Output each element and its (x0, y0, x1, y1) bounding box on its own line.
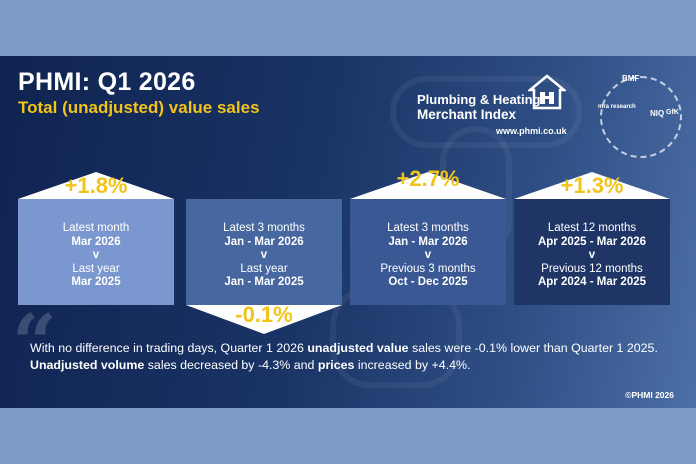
card-2-down-arrow (186, 305, 342, 334)
stat-card-2: Latest 3 months Jan - Mar 2026 v Last ye… (186, 199, 342, 305)
page-subtitle: Total (unadjusted) value sales (18, 98, 260, 117)
summary-part-4: increased by +4.4%. (354, 358, 471, 372)
card-1-roof (18, 172, 174, 199)
card-2-change: -0.1% (235, 302, 293, 327)
stat-card-3: Latest 3 months Jan - Mar 2026 v Previou… (350, 199, 506, 305)
house-logo-icon (528, 74, 566, 110)
brand-line-2: Merchant Index (417, 107, 517, 122)
infographic-panel: PHMI: Q1 2026 Total (unadjusted) value s… (0, 56, 696, 408)
card-4-compare-period: Apr 2024 - Mar 2025 (537, 276, 647, 289)
niq-logo: NIQ (650, 109, 665, 118)
card-1-vs: v (92, 249, 100, 262)
card-3-period-label: Latest 3 months (387, 222, 469, 234)
brand-line-1: Plumbing & Heating (417, 92, 541, 107)
card-1-compare-period: Mar 2025 (71, 276, 121, 289)
summary-bold-1: unadjusted value (307, 341, 409, 355)
card-4-vs: v (588, 249, 596, 262)
copyright: ©PHMI 2026 (625, 390, 674, 400)
card-1-period: Mar 2026 (71, 235, 121, 248)
card-2-compare-label: Last year (240, 262, 288, 275)
card-3-compare-label: Previous 3 months (380, 262, 476, 275)
summary-bold-2: Unadjusted volume (30, 358, 145, 372)
summary-bold-3: prices (317, 358, 355, 372)
card-2-period: Jan - Mar 2026 (224, 235, 304, 248)
card-3-compare-period: Oct - Dec 2025 (388, 276, 468, 289)
card-4-roof (514, 172, 670, 199)
bmf-logo: BMF (622, 74, 640, 83)
brand-url: www.phmi.co.uk (496, 126, 567, 136)
card-1-compare-label: Last year (72, 262, 120, 275)
card-3-roof (350, 172, 506, 199)
mra-logo: mra research (598, 104, 636, 110)
bottom-band (0, 408, 696, 464)
card-1-change: +1.8% (64, 173, 128, 198)
card-1-period-label: Latest month (62, 222, 130, 234)
card-3-vs: v (424, 249, 432, 262)
quote-mark-icon: “ (12, 298, 57, 389)
card-2-period-label: Latest 3 months (223, 222, 305, 234)
top-band (0, 0, 696, 56)
card-4-change: +1.3% (560, 173, 624, 198)
card-3-change: +2.7% (396, 166, 460, 191)
card-2-compare-period: Jan - Mar 2025 (224, 276, 304, 289)
stat-card-1: Latest month Mar 2026 v Last year Mar 20… (18, 199, 174, 305)
card-4-compare-label: Previous 12 months (541, 262, 643, 275)
card-4-period: Apr 2025 - Mar 2026 (537, 235, 647, 248)
summary-part-1: With no difference in trading days, Quar… (30, 341, 308, 355)
gfk-logo: GfK (666, 109, 679, 116)
brand-name: Plumbing & Heating Merchant Index (417, 92, 541, 122)
stat-card-4: Latest 12 months Apr 2025 - Mar 2026 v P… (514, 199, 670, 305)
partner-logos-circle (600, 76, 682, 158)
summary-part-3: sales decreased by -4.3% and (144, 358, 318, 372)
card-3-period: Jan - Mar 2026 (388, 235, 468, 248)
card-2-vs: v (260, 249, 268, 262)
page-title: PHMI: Q1 2026 (18, 68, 196, 96)
summary-part-2: sales were -0.1% lower than Quarter 1 20… (408, 341, 658, 355)
card-4-period-label: Latest 12 months (547, 222, 637, 234)
summary-text: With no difference in trading days, Quar… (30, 340, 670, 374)
